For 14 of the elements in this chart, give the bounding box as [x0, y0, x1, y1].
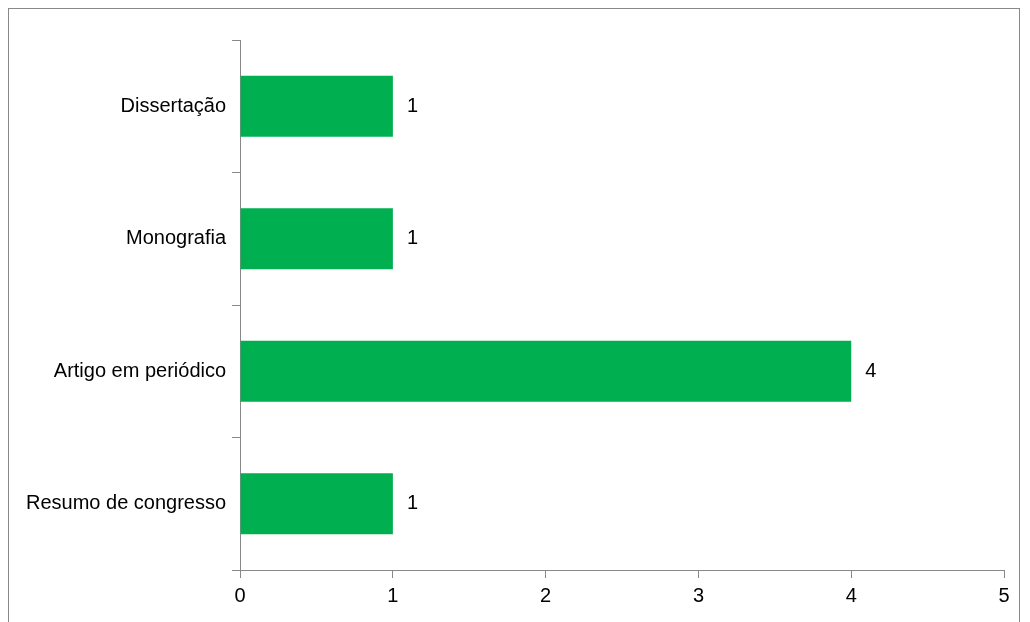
x-tick-label: 5	[998, 583, 1010, 606]
x-tick-label: 0	[234, 583, 246, 606]
data-label: 4	[865, 358, 877, 381]
y-tick-label: Artigo em periódico	[53, 358, 227, 381]
x-tick-label: 3	[692, 583, 705, 606]
data-label: 1	[406, 93, 419, 116]
y-tick-label: Resumo de congresso	[26, 491, 227, 514]
x-tick-label: 2	[540, 583, 552, 606]
x-tick-label: 4	[845, 583, 857, 606]
x-tick-label: 1	[387, 583, 399, 606]
data-label: 1	[406, 226, 419, 249]
y-tick-label: Dissertação	[120, 93, 227, 116]
data-label: 1	[406, 491, 419, 514]
y-tick-label: Monografia	[126, 226, 227, 249]
